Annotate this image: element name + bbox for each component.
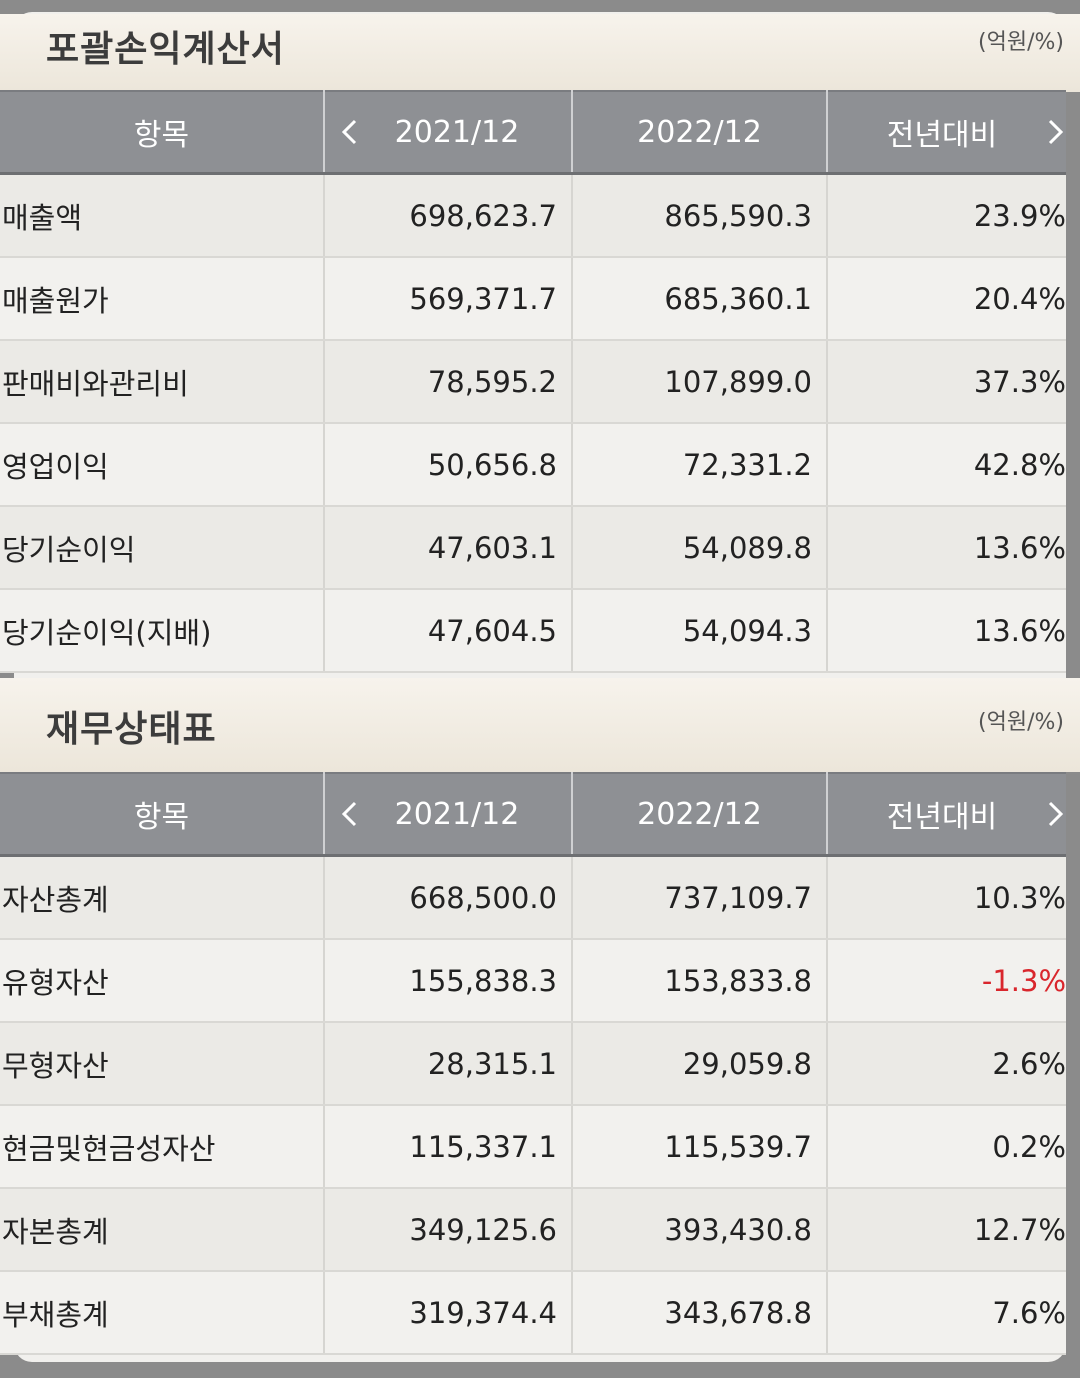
value-2021: 47,604.5 bbox=[324, 589, 573, 673]
header-item: 항목 bbox=[0, 90, 325, 175]
table-row: 유형자산 155,838.3 153,833.8 -1.3% bbox=[0, 939, 1066, 1023]
income-statement-unit: (억원/%) bbox=[978, 30, 1064, 55]
row-label: 매출원가 bbox=[0, 257, 325, 341]
income-statement-title-bar: 포괄손익계산서 (억원/%) bbox=[0, 14, 1080, 92]
value-2021: 50,656.8 bbox=[324, 423, 573, 507]
value-2022: 54,089.8 bbox=[572, 506, 828, 590]
header-yoy: 전년대비 bbox=[827, 90, 1066, 175]
value-2021: 28,315.1 bbox=[324, 1022, 573, 1106]
balance-sheet-table: 항목 2021/12 2022/12 전년대비 자산총계 668,500.0 737… bbox=[0, 772, 1066, 1355]
table-row: 판매비와관리비 78,595.2 107,899.0 37.3% bbox=[0, 340, 1066, 424]
value-2022: 393,430.8 bbox=[572, 1188, 828, 1272]
header-year-2021: 2021/12 bbox=[324, 772, 573, 857]
table-row: 자산총계 668,500.0 737,109.7 10.3% bbox=[0, 855, 1066, 940]
value-2021: 698,623.7 bbox=[324, 173, 573, 258]
row-label: 영업이익 bbox=[0, 423, 325, 507]
table-row: 매출액 698,623.7 865,590.3 23.9% bbox=[0, 173, 1066, 258]
value-yoy: -1.3% bbox=[827, 939, 1066, 1023]
chevron-left-icon[interactable] bbox=[339, 117, 361, 147]
value-2021: 349,125.6 bbox=[324, 1188, 573, 1272]
row-label: 현금및현금성자산 bbox=[0, 1105, 325, 1189]
row-label: 당기순이익 bbox=[0, 506, 325, 590]
chevron-right-icon[interactable] bbox=[1044, 799, 1066, 829]
value-yoy: 0.2% bbox=[827, 1105, 1066, 1189]
value-2021: 319,374.4 bbox=[324, 1271, 573, 1355]
balance-sheet-title-bar: 재무상태표 (억원/%) bbox=[0, 678, 1080, 772]
table-row: 자본총계 349,125.6 393,430.8 12.7% bbox=[0, 1188, 1066, 1272]
value-2021: 569,371.7 bbox=[324, 257, 573, 341]
header-year-2022: 2022/12 bbox=[572, 90, 828, 175]
value-2022: 72,331.2 bbox=[572, 423, 828, 507]
value-2021: 78,595.2 bbox=[324, 340, 573, 424]
value-2022: 29,059.8 bbox=[572, 1022, 828, 1106]
value-2022: 153,833.8 bbox=[572, 939, 828, 1023]
value-yoy: 13.6% bbox=[827, 506, 1066, 590]
value-2021: 115,337.1 bbox=[324, 1105, 573, 1189]
row-label: 당기순이익(지배) bbox=[0, 589, 325, 673]
row-label: 자본총계 bbox=[0, 1188, 325, 1272]
balance-sheet-unit: (억원/%) bbox=[978, 710, 1064, 735]
header-item: 항목 bbox=[0, 772, 325, 857]
row-label: 유형자산 bbox=[0, 939, 325, 1023]
value-2021: 155,838.3 bbox=[324, 939, 573, 1023]
value-2022: 685,360.1 bbox=[572, 257, 828, 341]
income-statement-header-row: 항목 2021/12 2022/12 전년대비 bbox=[0, 90, 1066, 175]
value-2022: 107,899.0 bbox=[572, 340, 828, 424]
balance-sheet-title: 재무상태표 bbox=[46, 709, 217, 750]
table-row: 매출원가 569,371.7 685,360.1 20.4% bbox=[0, 257, 1066, 341]
value-yoy: 23.9% bbox=[827, 173, 1066, 258]
value-2022: 115,539.7 bbox=[572, 1105, 828, 1189]
table-row: 당기순이익(지배) 47,604.5 54,094.3 13.6% bbox=[0, 589, 1066, 673]
income-statement-title: 포괄손익계산서 bbox=[46, 29, 285, 70]
value-yoy: 12.7% bbox=[827, 1188, 1066, 1272]
chevron-left-icon[interactable] bbox=[339, 799, 361, 829]
value-2022: 865,590.3 bbox=[572, 173, 828, 258]
value-yoy: 20.4% bbox=[827, 257, 1066, 341]
value-yoy: 37.3% bbox=[827, 340, 1066, 424]
value-yoy: 7.6% bbox=[827, 1271, 1066, 1355]
header-year-2022: 2022/12 bbox=[572, 772, 828, 857]
row-label: 부채총계 bbox=[0, 1271, 325, 1355]
row-label: 판매비와관리비 bbox=[0, 340, 325, 424]
table-row: 영업이익 50,656.8 72,331.2 42.8% bbox=[0, 423, 1066, 507]
header-year-2021: 2021/12 bbox=[324, 90, 573, 175]
balance-sheet-header-row: 항목 2021/12 2022/12 전년대비 bbox=[0, 772, 1066, 857]
row-label: 무형자산 bbox=[0, 1022, 325, 1106]
table-row: 당기순이익 47,603.1 54,089.8 13.6% bbox=[0, 506, 1066, 590]
value-yoy: 13.6% bbox=[827, 589, 1066, 673]
table-row: 부채총계 319,374.4 343,678.8 7.6% bbox=[0, 1271, 1066, 1355]
row-label: 매출액 bbox=[0, 173, 325, 258]
value-yoy: 10.3% bbox=[827, 855, 1066, 940]
table-row: 무형자산 28,315.1 29,059.8 2.6% bbox=[0, 1022, 1066, 1106]
value-yoy: 2.6% bbox=[827, 1022, 1066, 1106]
value-2021: 668,500.0 bbox=[324, 855, 573, 940]
value-2021: 47,603.1 bbox=[324, 506, 573, 590]
value-yoy: 42.8% bbox=[827, 423, 1066, 507]
value-2022: 54,094.3 bbox=[572, 589, 828, 673]
income-statement-table: 항목 2021/12 2022/12 전년대비 매출액 698,623.7 865,… bbox=[0, 90, 1066, 673]
chevron-right-icon[interactable] bbox=[1044, 117, 1066, 147]
table-row: 현금및현금성자산 115,337.1 115,539.7 0.2% bbox=[0, 1105, 1066, 1189]
value-2022: 737,109.7 bbox=[572, 855, 828, 940]
value-2022: 343,678.8 bbox=[572, 1271, 828, 1355]
row-label: 자산총계 bbox=[0, 855, 325, 940]
header-yoy: 전년대비 bbox=[827, 772, 1066, 857]
